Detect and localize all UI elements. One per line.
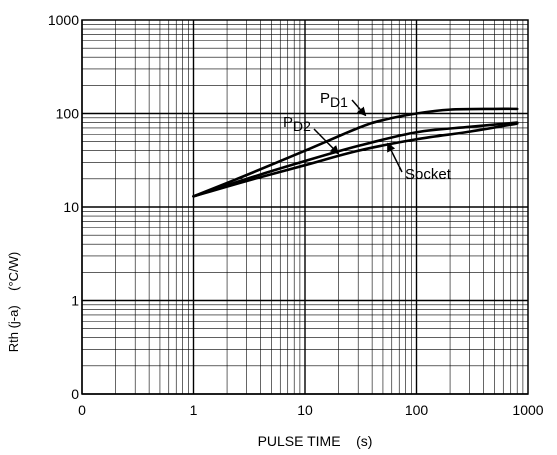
series-label-pd1: PD1 — [320, 90, 348, 110]
plot-frame — [81, 19, 529, 395]
series-line-pd2 — [192, 121, 519, 198]
x-tick-label: 10 — [297, 402, 313, 418]
y-tick-label: 10 — [63, 199, 79, 215]
y-tick-label: 0 — [71, 386, 79, 402]
x-axis-label: PULSE TIME (s) — [258, 433, 373, 449]
y-tick-label: 1000 — [48, 12, 79, 28]
series-label-socket: Socket — [405, 166, 452, 183]
series-leader-socket — [386, 142, 403, 173]
series-label-pd2: PD2 — [283, 114, 311, 134]
y-axis-ticks: 0 1 10 100 1000 — [48, 12, 79, 402]
x-tick-label: 1000 — [512, 402, 543, 418]
y-axis-label: Rth (j-a) (°C/W) — [6, 252, 21, 353]
series-lines — [192, 107, 519, 198]
y-tick-label: 100 — [56, 106, 80, 122]
x-tick-label: 100 — [405, 402, 429, 418]
series-leader-pd2 — [313, 128, 340, 155]
x-tick-label: 0 — [78, 402, 86, 418]
x-tick-label: 1 — [190, 402, 198, 418]
x-axis-ticks: 0 1 10 100 1000 — [78, 402, 544, 418]
series-line-socket — [192, 122, 519, 198]
series-annotations: PD1 PD2 Socket — [283, 90, 452, 183]
series-leader-pd1 — [351, 99, 367, 117]
series-line-pd1 — [192, 107, 519, 198]
y-tick-label: 1 — [71, 293, 79, 309]
